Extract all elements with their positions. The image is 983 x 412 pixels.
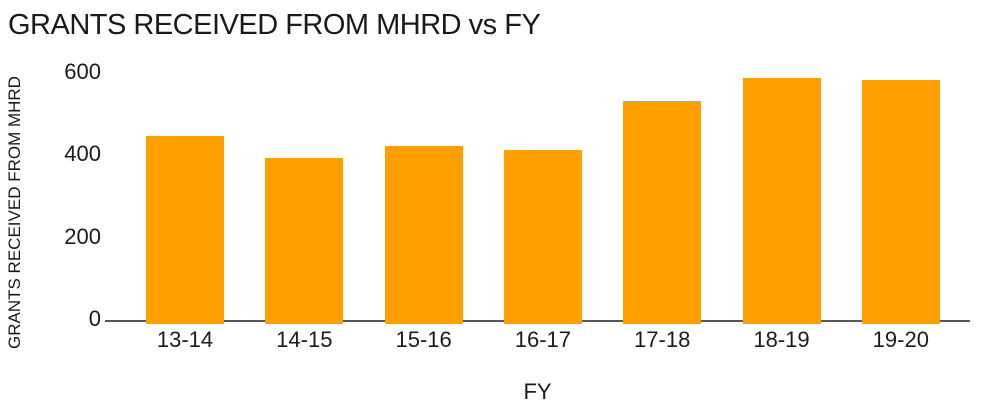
bar-13-14 (146, 135, 224, 324)
x-tick-label: 19-20 (872, 327, 929, 352)
bar-15-16 (384, 146, 463, 324)
bar-19-20 (861, 80, 940, 324)
x-tick-label: 18-19 (753, 327, 810, 352)
bar-18-19 (742, 78, 821, 324)
y-tick-label: 400 (64, 141, 101, 167)
chart-title: GRANTS RECEIVED FROM MHRD vs FY (8, 9, 541, 41)
x-tick-label: 15-16 (395, 327, 452, 352)
x-tick-label: 13-14 (156, 327, 214, 352)
x-axis-title: FY (523, 379, 552, 404)
y-tick-label: 200 (64, 223, 101, 249)
x-tick-label: 14-15 (276, 327, 333, 352)
bar-16-17 (503, 150, 582, 324)
bar-17-18 (623, 100, 702, 324)
x-tick-label: 17-18 (634, 327, 691, 352)
x-tick-label: 16-17 (514, 327, 572, 352)
y-tick-label: 0 (88, 306, 101, 331)
y-tick-label: 600 (64, 59, 101, 84)
plot-area: 13-14 14-15 15-16 16-17 17-18 18-19 19-20 (105, 60, 970, 352)
bar-14-15 (265, 158, 344, 324)
